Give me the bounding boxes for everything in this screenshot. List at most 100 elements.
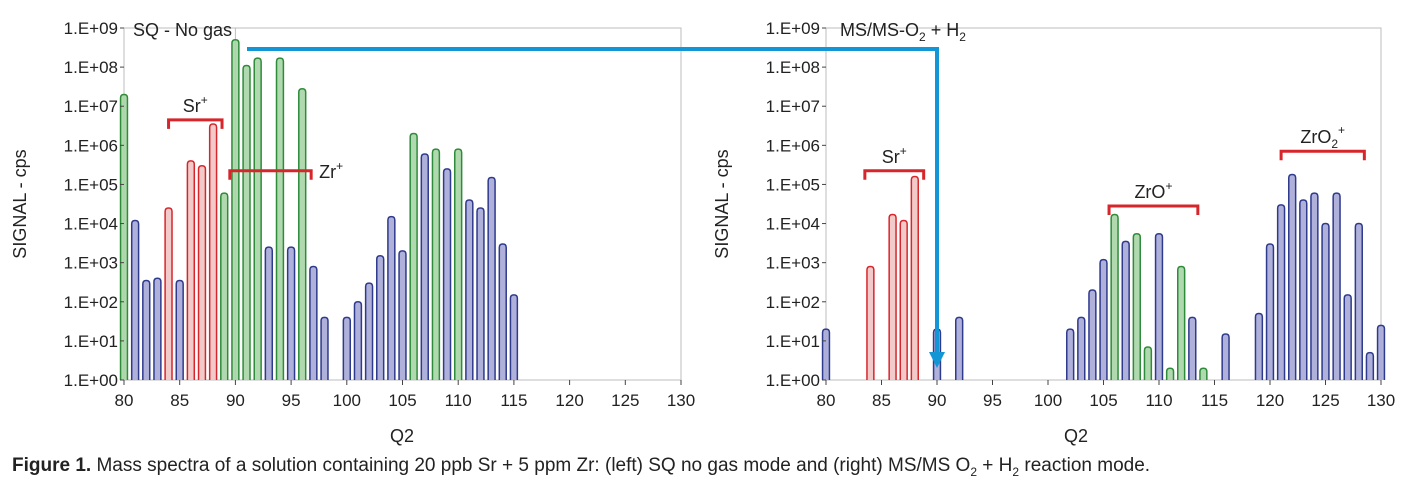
x-tick-label: 120 bbox=[555, 391, 583, 410]
peak-bar-84 bbox=[164, 207, 173, 380]
right-x-ticks: 80 85 90 95 100 105 110 115 120 125 130 bbox=[817, 380, 1395, 410]
peak-bar-110 bbox=[453, 148, 463, 380]
peak-bar-114 bbox=[498, 243, 507, 380]
peak-bar-106 bbox=[409, 132, 418, 380]
ion-bracket bbox=[863, 169, 926, 180]
peak-bar-121 bbox=[1276, 204, 1286, 380]
left-bars bbox=[119, 39, 519, 380]
peak-bar-110 bbox=[1154, 232, 1164, 380]
peak-bar-104 bbox=[1088, 289, 1097, 380]
y-tick-label: 1.E+06 bbox=[766, 136, 820, 155]
x-tick-label: 85 bbox=[170, 391, 189, 410]
peak-bar-88 bbox=[910, 175, 919, 380]
peak-bar-112 bbox=[476, 207, 485, 380]
peak-bar-81 bbox=[130, 219, 140, 380]
y-tick-label: 1.E+00 bbox=[766, 371, 820, 390]
peak-bar-86 bbox=[888, 213, 897, 380]
y-tick-label: 1.E+02 bbox=[64, 293, 118, 312]
peak-bar-115 bbox=[509, 294, 519, 380]
y-tick-label: 1.E+03 bbox=[766, 254, 820, 273]
y-tick-label: 1.E+07 bbox=[64, 97, 118, 116]
ion-label: Sr+ bbox=[183, 93, 208, 116]
y-tick-label: 1.E+05 bbox=[766, 175, 820, 194]
y-tick-label: 1.E+06 bbox=[64, 136, 118, 155]
peak-bar-111 bbox=[465, 199, 474, 380]
y-tick-label: 1.E+04 bbox=[766, 215, 820, 234]
ion-label: ZrO2+ bbox=[1300, 123, 1345, 151]
x-tick-label: 80 bbox=[115, 391, 134, 410]
ion-label: ZrO+ bbox=[1134, 179, 1172, 202]
x-tick-label: 105 bbox=[388, 391, 416, 410]
left-annotations: Sr+ Zr+ bbox=[167, 93, 343, 182]
left-y-ticks: 1.E+00 1.E+01 1.E+02 1.E+03 1.E+04 1.E+05 1.E+… bbox=[64, 19, 124, 390]
peak-bar-122 bbox=[1288, 173, 1297, 380]
peak-bar-84 bbox=[866, 265, 875, 380]
x-tick-label: 120 bbox=[1256, 391, 1284, 410]
ion-bracket bbox=[1107, 204, 1200, 215]
x-tick-label: 130 bbox=[1367, 391, 1395, 410]
peak-bar-91 bbox=[242, 64, 251, 380]
peak-bar-102 bbox=[364, 282, 374, 380]
peak-bar-113 bbox=[1188, 316, 1197, 380]
peak-bar-128 bbox=[1354, 222, 1363, 380]
x-tick-label: 125 bbox=[611, 391, 639, 410]
peak-bar-130 bbox=[1376, 324, 1386, 380]
x-tick-label: 115 bbox=[1201, 391, 1228, 410]
zr-removal-arrow bbox=[247, 47, 945, 368]
peak-bar-92 bbox=[253, 57, 262, 380]
y-tick-label: 1.E+03 bbox=[64, 254, 118, 273]
y-tick-label: 1.E+00 bbox=[64, 371, 118, 390]
peak-bar-95 bbox=[286, 246, 296, 380]
right-annotations: Sr+ ZrO+ ZrO2+ bbox=[863, 123, 1366, 215]
y-tick-label: 1.E+05 bbox=[64, 175, 118, 194]
peak-bar-80 bbox=[821, 328, 831, 380]
x-tick-label: 90 bbox=[928, 391, 947, 410]
peak-bar-125 bbox=[1321, 222, 1330, 380]
peak-bar-85 bbox=[175, 279, 184, 380]
ion-bracket bbox=[167, 118, 224, 129]
peak-bar-92 bbox=[955, 316, 964, 380]
peak-bar-89 bbox=[220, 192, 229, 380]
peak-bar-80 bbox=[119, 93, 129, 380]
ion-bracket bbox=[1279, 149, 1366, 161]
y-tick-label: 1.E+02 bbox=[766, 293, 820, 312]
left-x-axis-label: Q2 bbox=[390, 426, 414, 446]
peak-bar-87 bbox=[197, 165, 207, 380]
figure-canvas: Sr+Zr+ 1.E+001.E+011.E+021.E+031.E+041.E… bbox=[10, 19, 1395, 446]
arrow-path bbox=[247, 47, 939, 355]
right-chart: Sr+ZrO+ZrO2+ 1.E+001.E+011.E+021.E+031.E… bbox=[712, 19, 1395, 446]
right-plot-title: MS/MS-O2 + H2 bbox=[840, 20, 966, 44]
peak-bar-104 bbox=[387, 215, 396, 380]
y-tick-label: 1.E+09 bbox=[64, 19, 118, 38]
peak-bar-129 bbox=[1365, 351, 1375, 380]
peak-bar-111 bbox=[1165, 367, 1175, 380]
left-y-axis-label: SIGNAL - cps bbox=[10, 149, 30, 258]
peak-bar-123 bbox=[1299, 199, 1308, 380]
left-chart: Sr+Zr+ 1.E+001.E+011.E+021.E+031.E+041.E… bbox=[10, 19, 695, 446]
peak-bar-97 bbox=[309, 265, 318, 380]
peak-bar-107 bbox=[1121, 240, 1130, 380]
right-y-axis-label: SIGNAL - cps bbox=[712, 149, 732, 258]
peak-bar-83 bbox=[153, 277, 162, 380]
peak-bar-113 bbox=[487, 176, 496, 380]
x-tick-label: 80 bbox=[817, 391, 836, 410]
right-y-ticks: 1.E+00 1.E+01 1.E+02 1.E+03 1.E+04 1.E+05 1.E+… bbox=[766, 19, 826, 390]
x-tick-label: 95 bbox=[983, 391, 1002, 410]
x-tick-label: 100 bbox=[1034, 391, 1062, 410]
y-tick-label: 1.E+01 bbox=[766, 332, 820, 351]
peak-bar-86 bbox=[186, 160, 196, 380]
x-tick-label: 130 bbox=[667, 391, 695, 410]
caption-sub-b: 2 bbox=[1012, 464, 1020, 479]
x-tick-label: 115 bbox=[500, 391, 527, 410]
x-tick-label: 95 bbox=[282, 391, 301, 410]
peak-bar-90 bbox=[231, 39, 240, 380]
caption-label: Figure 1. bbox=[12, 455, 92, 476]
peak-bar-107 bbox=[420, 153, 429, 380]
x-tick-label: 110 bbox=[445, 391, 472, 410]
peak-bar-112 bbox=[1177, 265, 1186, 380]
y-tick-label: 1.E+07 bbox=[766, 97, 820, 116]
x-tick-label: 125 bbox=[1311, 391, 1339, 410]
peak-bar-109 bbox=[442, 168, 452, 380]
peak-bar-82 bbox=[142, 279, 151, 380]
peak-bar-124 bbox=[1310, 192, 1319, 380]
